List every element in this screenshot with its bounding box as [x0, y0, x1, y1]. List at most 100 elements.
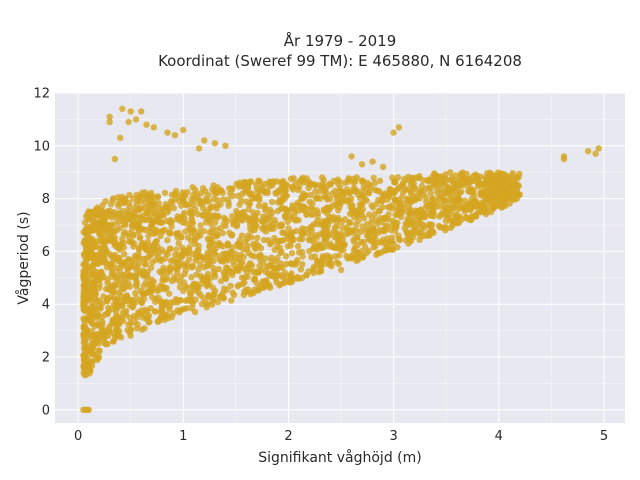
data-point — [471, 197, 479, 204]
data-point — [313, 257, 321, 264]
data-point — [260, 260, 267, 267]
outlier-point — [138, 108, 145, 115]
data-point — [515, 182, 522, 190]
data-point — [236, 236, 244, 244]
data-point — [143, 271, 150, 279]
data-point — [312, 188, 319, 195]
data-point — [172, 191, 179, 198]
data-point — [502, 186, 510, 194]
data-point — [151, 210, 158, 218]
data-point — [268, 257, 275, 265]
data-point — [335, 216, 342, 223]
data-point — [267, 212, 274, 220]
data-point — [161, 312, 168, 320]
data-point — [145, 312, 153, 319]
data-point — [147, 305, 154, 312]
data-point — [168, 277, 176, 285]
data-point — [244, 242, 251, 250]
data-point — [327, 181, 334, 188]
y-tick-label: 0 — [42, 403, 50, 418]
x-tick-label: 1 — [179, 429, 187, 444]
data-point — [459, 169, 466, 176]
data-point — [190, 201, 197, 208]
data-point — [485, 202, 493, 209]
data-point — [305, 268, 312, 275]
data-point — [127, 296, 135, 304]
data-point — [331, 253, 339, 260]
data-point — [121, 250, 128, 258]
data-point — [100, 218, 108, 225]
data-point — [166, 290, 173, 297]
outlier-point — [106, 113, 113, 121]
data-point — [225, 202, 232, 210]
data-point — [404, 195, 411, 202]
data-point — [305, 248, 313, 255]
data-point — [180, 279, 188, 286]
x-tick-label: 2 — [284, 429, 292, 444]
data-point — [108, 264, 115, 271]
data-point — [148, 276, 156, 284]
data-point — [87, 345, 94, 352]
data-point — [179, 253, 186, 260]
data-point — [155, 219, 162, 226]
data-point — [124, 206, 131, 214]
data-point — [123, 292, 130, 299]
data-point — [314, 220, 321, 228]
data-point — [127, 314, 134, 322]
data-point — [328, 260, 335, 267]
data-point — [294, 256, 301, 264]
data-point — [138, 270, 145, 277]
data-point — [440, 178, 447, 186]
data-point — [105, 307, 113, 315]
data-point — [81, 365, 88, 372]
data-point — [504, 192, 512, 199]
data-point — [95, 228, 102, 235]
data-point — [127, 214, 134, 222]
data-point — [167, 299, 175, 306]
data-point — [188, 196, 195, 203]
data-point — [437, 193, 444, 200]
data-point — [332, 200, 339, 207]
y-tick-label: 2 — [42, 351, 50, 366]
data-point — [237, 242, 244, 249]
data-point — [136, 234, 144, 242]
outlier-point — [143, 121, 150, 128]
data-point — [195, 289, 202, 296]
data-point — [189, 184, 196, 191]
data-point — [502, 177, 510, 184]
data-point — [200, 227, 207, 235]
data-point — [472, 203, 480, 210]
data-point — [472, 212, 479, 219]
data-point — [303, 210, 310, 217]
outlier-point — [395, 124, 403, 131]
data-point — [233, 207, 240, 215]
chart-title: År 1979 - 2019 — [284, 31, 397, 50]
data-point — [197, 232, 204, 239]
data-point — [354, 241, 361, 249]
data-point — [220, 269, 227, 276]
data-point — [192, 257, 199, 264]
data-point — [386, 203, 393, 211]
data-point — [86, 366, 93, 373]
data-point — [210, 295, 217, 302]
data-point — [368, 219, 375, 226]
data-point — [174, 307, 181, 314]
data-point — [99, 252, 106, 259]
data-point — [320, 228, 327, 235]
y-tick-label: 8 — [42, 192, 50, 207]
data-point — [346, 210, 354, 217]
y-tick-label: 10 — [33, 139, 50, 154]
data-point — [283, 273, 290, 280]
data-point — [490, 185, 497, 192]
data-point — [125, 321, 132, 328]
data-point — [258, 266, 265, 273]
data-point — [278, 222, 286, 229]
data-point — [205, 210, 212, 217]
outlier-point — [150, 124, 158, 131]
data-point — [217, 201, 224, 208]
data-point — [114, 272, 121, 279]
data-point — [180, 193, 188, 200]
data-point — [385, 246, 393, 253]
data-point — [323, 219, 330, 227]
data-point — [140, 255, 148, 263]
